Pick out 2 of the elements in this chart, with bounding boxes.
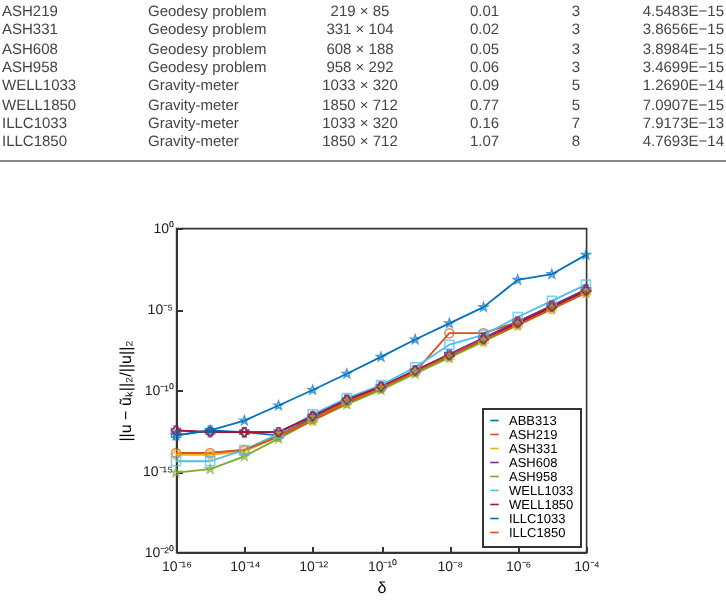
x-axis-title: δ: [377, 579, 388, 597]
y-axis-title: ||u − ũₖ||₂/||u||₂: [116, 340, 135, 442]
